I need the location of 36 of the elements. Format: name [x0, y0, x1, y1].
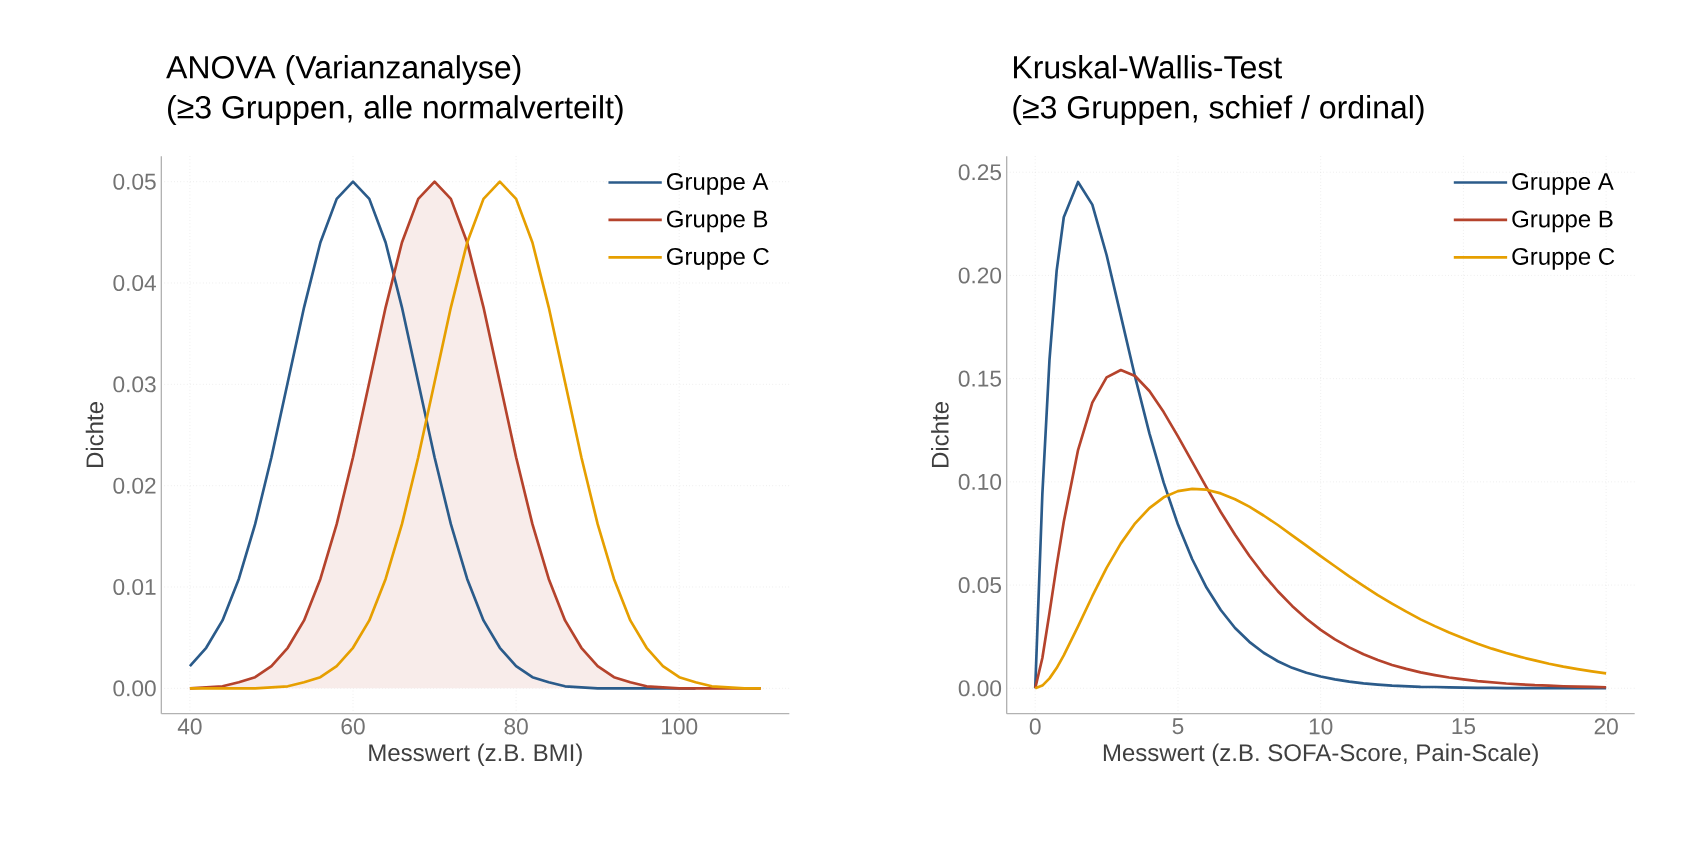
- legend-label: Gruppe B: [667, 210, 768, 233]
- y-tick-label: 0.05: [958, 577, 1002, 594]
- y-axis-title: Dichte: [85, 402, 104, 468]
- legend-label: Gruppe A: [667, 173, 769, 195]
- y-tick-label: 0.00: [958, 680, 1002, 697]
- x-axis-title: Messwert (z.B. SOFA-Score, Pain-Scale): [1103, 743, 1538, 766]
- x-tick-label: 60: [341, 718, 365, 735]
- x-tick-label: 40: [177, 718, 202, 735]
- chart-title: ANOVA (Varianzanalyse): [166, 55, 521, 85]
- y-tick-label: 0.04: [113, 274, 156, 292]
- y-tick-label: 0.25: [958, 164, 1002, 181]
- x-tick-label: 0: [1029, 718, 1041, 735]
- legend-label: Gruppe A: [1512, 173, 1614, 195]
- y-tick-label: 0.00: [113, 680, 156, 697]
- y-tick-label: 0.02: [113, 477, 156, 494]
- legend-label: Gruppe C: [1512, 247, 1615, 270]
- x-tick-label: 20: [1594, 718, 1618, 735]
- x-tick-label: 80: [504, 718, 528, 735]
- x-tick-label: 15: [1452, 718, 1476, 735]
- x-axis-title: Messwert (z.B. BMI): [369, 743, 582, 766]
- y-tick-label: 0.10: [958, 473, 1002, 490]
- x-tick-label: 100: [662, 718, 698, 735]
- line-series: [1033, 487, 1608, 690]
- chart-subtitle: (≥3 Gruppen, schief / ordinal): [1013, 95, 1424, 125]
- chart-title: Kruskal-Wallis-Test: [1014, 55, 1282, 79]
- y-axis-title: Dichte: [931, 402, 949, 468]
- y-tick-label: 0.01: [113, 578, 156, 596]
- y-tick-label: 0.15: [958, 370, 1002, 387]
- x-tick-label: 5: [1172, 718, 1184, 735]
- y-tick-label: 0.03: [113, 376, 156, 393]
- chart-subtitle: (≥3 Gruppen, alle normalverteilt): [168, 95, 623, 125]
- legend-label: Gruppe B: [1512, 210, 1613, 233]
- x-tick-label: 10: [1309, 718, 1333, 735]
- y-tick-label: 0.20: [958, 267, 1002, 284]
- legend-label: Gruppe C: [667, 247, 769, 270]
- y-tick-label: 0.05: [113, 173, 156, 190]
